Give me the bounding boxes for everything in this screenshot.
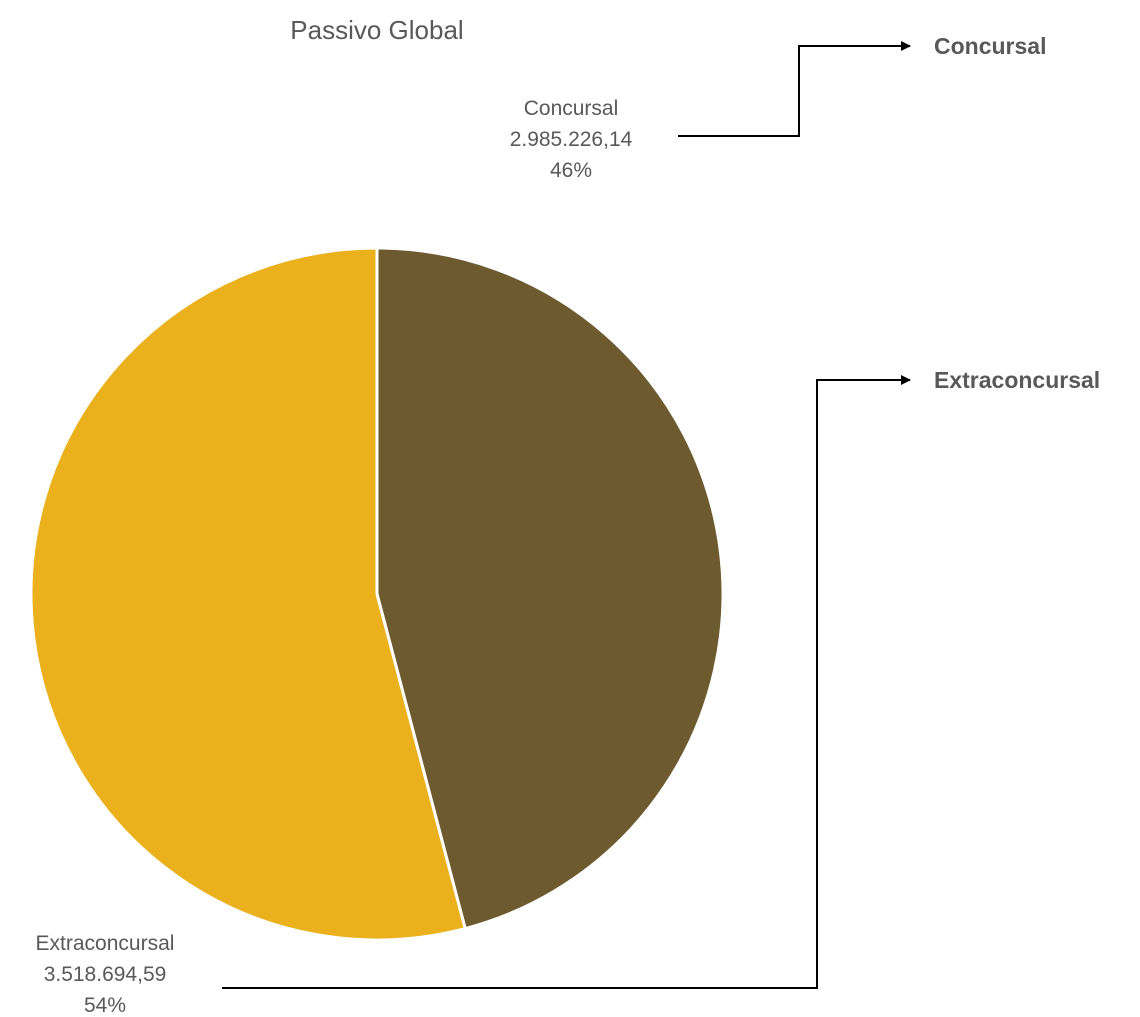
slice-label-extraconcursal-name: Extraconcursal: [36, 932, 175, 955]
slice-label-concursal-percent: 46%: [550, 159, 592, 182]
concursal-leader-arrow: [678, 41, 911, 137]
slice-label-extraconcursal-percent: 54%: [84, 994, 126, 1017]
pie-slices: [29, 246, 725, 942]
callout-extraconcursal: Extraconcursal: [934, 367, 1100, 393]
callout-concursal: Concursal: [934, 33, 1046, 59]
slice-label-extraconcursal-value: 3.518.694,59: [44, 963, 167, 986]
slice-label-concursal-value: 2.985.226,14: [510, 128, 633, 151]
pie-slice-concursal: [375, 246, 725, 931]
slice-label-concursal-name: Concursal: [524, 97, 619, 120]
pie-slice-extraconcursal: [29, 246, 467, 942]
extraconcursal-leader-arrow: [222, 375, 911, 989]
chart-title: Passivo Global: [290, 15, 463, 45]
